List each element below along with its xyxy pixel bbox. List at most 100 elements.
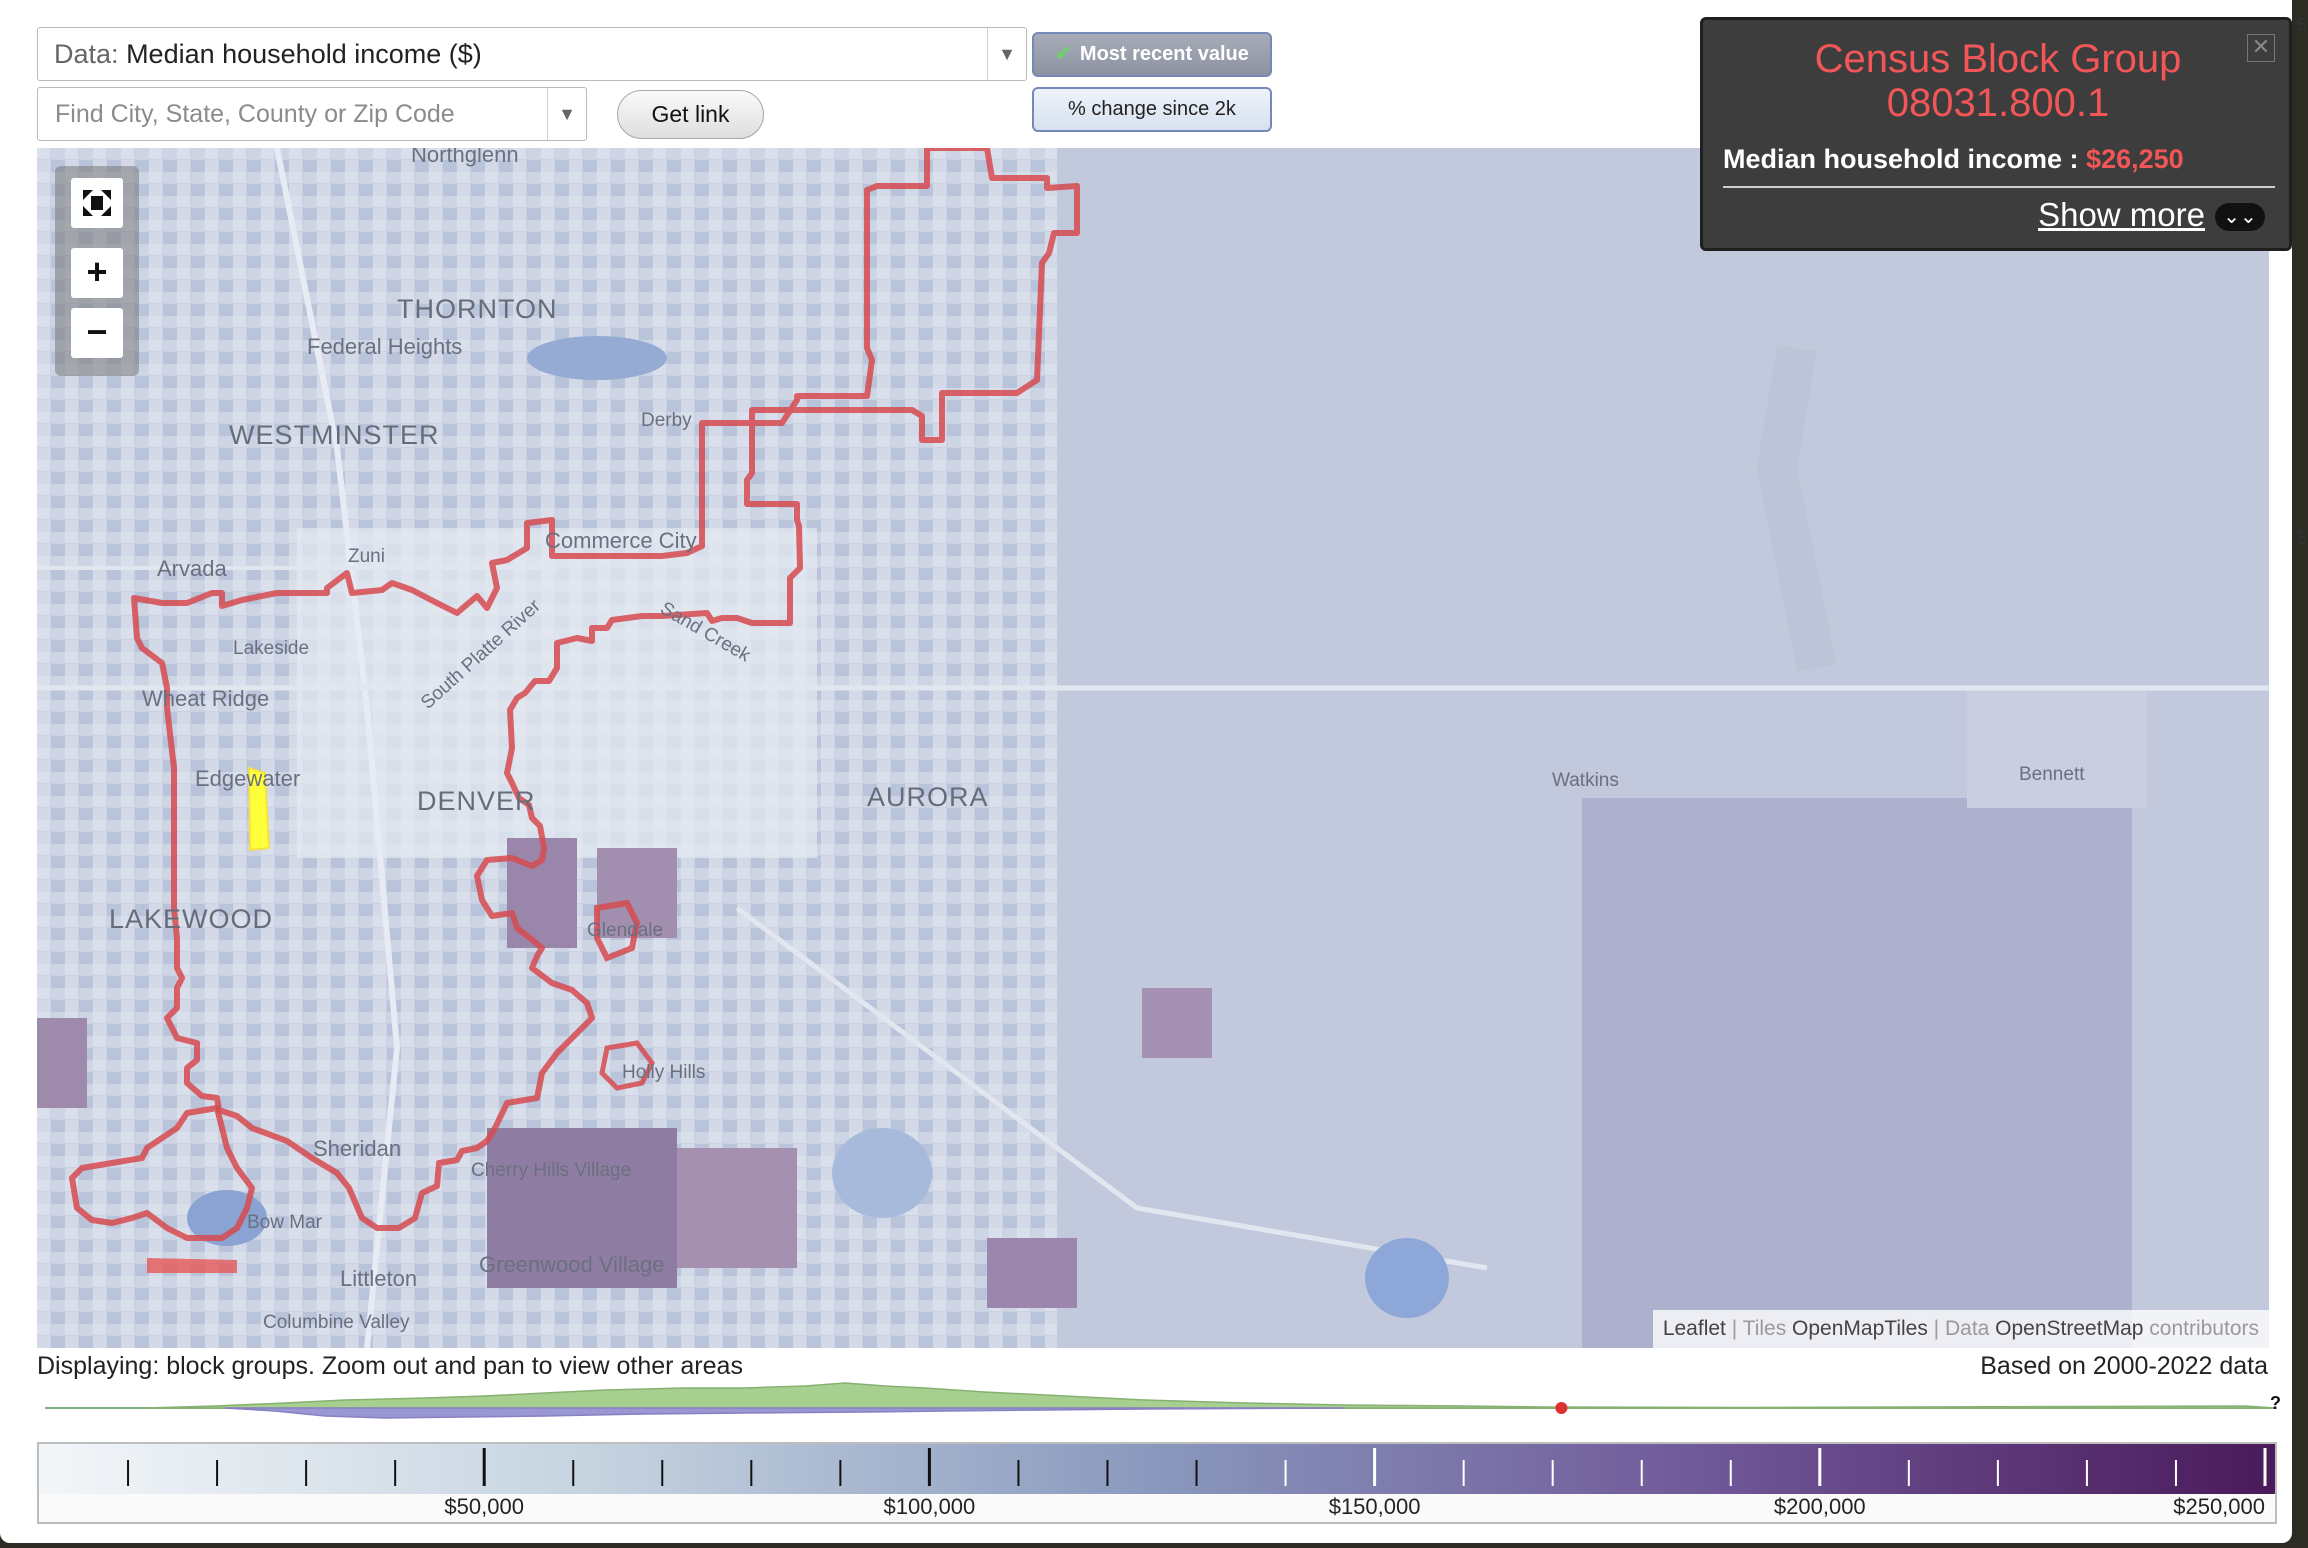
- cherry-hills-area: [487, 1128, 677, 1288]
- distribution-marker: [1555, 1402, 1568, 1414]
- label-glendale: Glendale: [587, 920, 664, 941]
- legend-gradient: [39, 1444, 2275, 1494]
- data-select-value: Median household income ($): [126, 39, 482, 69]
- openstreetmap-link[interactable]: OpenStreetMap: [1995, 1317, 2144, 1340]
- attribution-tiles-label: Tiles: [1742, 1317, 1787, 1340]
- data-range-note: Based on 2000-2022 data: [1980, 1352, 2268, 1380]
- legend-label: $250,000: [2173, 1494, 2265, 1519]
- data-select[interactable]: Data: Median household income ($) ▼: [37, 27, 1027, 81]
- southern-purple-area: [987, 1238, 1077, 1308]
- legend-label: $200,000: [1774, 1494, 1866, 1519]
- show-more-link[interactable]: Show more ⌄⌄: [2038, 196, 2265, 234]
- popup-metric-label: Median household income :: [1723, 144, 2079, 174]
- popup-title: Census Block Group: [1814, 37, 2182, 81]
- label-northglenn: Northglenn: [411, 148, 519, 167]
- label-commerce-city: Commerce City: [545, 528, 697, 553]
- most-recent-value-label: Most recent value: [1079, 43, 1249, 65]
- most-recent-value-button[interactable]: ✔ Most recent value: [1032, 32, 1272, 77]
- map-attribution: Leaflet | Tiles OpenMapTiles | Data Open…: [1652, 1310, 2269, 1348]
- label-lakewood: LAKEWOOD: [109, 904, 274, 934]
- attribution-contributors: contributors: [2149, 1317, 2259, 1340]
- popup-metric-value: $26,250: [2086, 144, 2184, 174]
- popup-block-id: 08031.800.1: [1886, 81, 2110, 125]
- close-icon[interactable]: ✕: [2247, 34, 2275, 62]
- openmaptiles-link[interactable]: OpenMapTiles: [1792, 1317, 1928, 1340]
- percent-change-button[interactable]: % change since 2k: [1032, 87, 1272, 132]
- popup-divider: [1723, 186, 2275, 188]
- label-denver: DENVER: [417, 786, 536, 816]
- denver-boundary: [131, 148, 1080, 1231]
- zoom-in-button[interactable]: +: [71, 248, 123, 298]
- displaying-note: Displaying: block groups. Zoom out and p…: [37, 1352, 743, 1380]
- label-arvada: Arvada: [157, 556, 227, 581]
- barr-lake: [527, 336, 667, 380]
- map-canvas[interactable]: [37, 148, 2269, 1348]
- southeast-purple-area: [1142, 988, 1212, 1058]
- block-group-popup: ✕ Census Block Group 08031.800.1 Median …: [1700, 17, 2292, 251]
- attribution-data-label: Data: [1944, 1317, 1990, 1340]
- edge-digit: 5: [2296, 528, 2307, 548]
- popup-metric: Median household income : $26,250: [1723, 144, 2184, 175]
- location-search-input[interactable]: Find City, State, County or Zip Code ▼: [37, 87, 587, 141]
- label-watkins: Watkins: [1552, 770, 1619, 791]
- selected-block-group[interactable]: [247, 766, 271, 852]
- label-aurora: AURORA: [867, 782, 989, 812]
- distribution-upper: [144, 1382, 2276, 1409]
- highway-i25: [274, 148, 401, 1348]
- label-zuni: Zuni: [348, 546, 385, 567]
- legend-label: $150,000: [1329, 1494, 1421, 1519]
- boundary-fragment: [147, 1258, 237, 1273]
- greenwood-area: [677, 1148, 797, 1268]
- checkmark-icon: ✔: [1055, 43, 1072, 65]
- fullscreen-icon[interactable]: [71, 178, 123, 228]
- leaflet-link[interactable]: Leaflet: [1662, 1317, 1726, 1340]
- zoom-out-button[interactable]: −: [71, 308, 123, 358]
- eastern-purple-area: [1582, 798, 2132, 1348]
- cherry-creek-reservoir: [832, 1128, 932, 1218]
- zoom-control-panel: + −: [55, 166, 139, 376]
- label-greenwood-village: Greenwood Village: [479, 1252, 665, 1277]
- label-holly-hills: Holly Hills: [622, 1062, 706, 1083]
- legend-scale: $50,000 $100,000 $150,000 $200,000 $250,000: [39, 1444, 2275, 1519]
- label-sheridan: Sheridan: [313, 1136, 402, 1161]
- label-lakeside: Lakeside: [233, 638, 310, 659]
- map[interactable]: Northglenn THORNTON Federal Heights WEST…: [37, 148, 2269, 1348]
- color-legend: $50,000 $100,000 $150,000 $200,000 $250,000: [37, 1442, 2277, 1524]
- triangle-down-icon[interactable]: ▼: [987, 28, 1026, 80]
- highway-e470: [735, 906, 1488, 1271]
- aurora-reservoir: [1365, 1238, 1449, 1318]
- show-more-label[interactable]: Show more: [2038, 196, 2205, 233]
- get-link-button[interactable]: Get link: [617, 90, 764, 139]
- label-wheat-ridge: Wheat Ridge: [142, 686, 270, 711]
- label-thornton: THORNTON: [397, 294, 558, 324]
- label-bow-mar: Bow Mar: [247, 1212, 322, 1233]
- label-bennett: Bennett: [2019, 764, 2085, 785]
- attribution-separator: |: [1725, 1317, 1743, 1340]
- chevron-down-icon[interactable]: ⌄⌄: [2215, 203, 2265, 232]
- help-icon[interactable]: ?: [2270, 1393, 2281, 1413]
- label-columbine-valley: Columbine Valley: [263, 1312, 410, 1333]
- label-edgewater: Edgewater: [195, 766, 301, 791]
- location-search-placeholder: Find City, State, County or Zip Code: [55, 100, 455, 128]
- edge-digit: 5: [2296, 15, 2307, 35]
- income-distribution-graph: [45, 1382, 2276, 1419]
- label-federal-heights: Federal Heights: [307, 334, 463, 359]
- denver-boundary-southwest: [69, 1105, 255, 1241]
- label-westminster: WESTMINSTER: [229, 420, 440, 450]
- data-select-label: Data:: [54, 39, 119, 69]
- central-area: [297, 528, 817, 858]
- legend-label: $50,000: [444, 1494, 524, 1519]
- attribution-separator: |: [1927, 1317, 1945, 1340]
- distribution-lower: [224, 1407, 1346, 1419]
- bennett-area: [1967, 688, 2147, 808]
- west-purple-area: [37, 1018, 87, 1108]
- glendale-boundary: [594, 899, 641, 962]
- triangle-down-icon[interactable]: ▼: [547, 88, 586, 140]
- holly-hills-boundary: [599, 1040, 655, 1091]
- label-littleton: Littleton: [340, 1266, 418, 1291]
- airport-area: [1756, 344, 1837, 672]
- label-cherry-hills-village: Cherry Hills Village: [471, 1160, 632, 1181]
- label-derby: Derby: [641, 410, 692, 431]
- legend-label: $100,000: [884, 1494, 976, 1519]
